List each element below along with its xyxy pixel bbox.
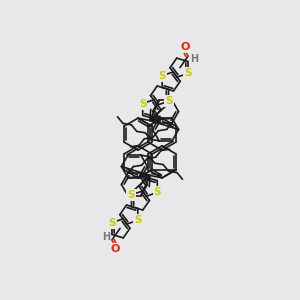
- Text: S: S: [108, 218, 116, 228]
- Text: S: S: [165, 96, 172, 106]
- Text: S: S: [184, 68, 192, 78]
- Text: O: O: [180, 42, 190, 52]
- Text: S: S: [134, 215, 142, 225]
- Text: H: H: [190, 54, 198, 64]
- Text: S: S: [128, 190, 135, 200]
- Text: S: S: [139, 99, 146, 109]
- Text: H: H: [102, 232, 110, 242]
- Text: O: O: [110, 244, 120, 254]
- Text: S: S: [154, 188, 161, 197]
- Text: S: S: [158, 71, 166, 81]
